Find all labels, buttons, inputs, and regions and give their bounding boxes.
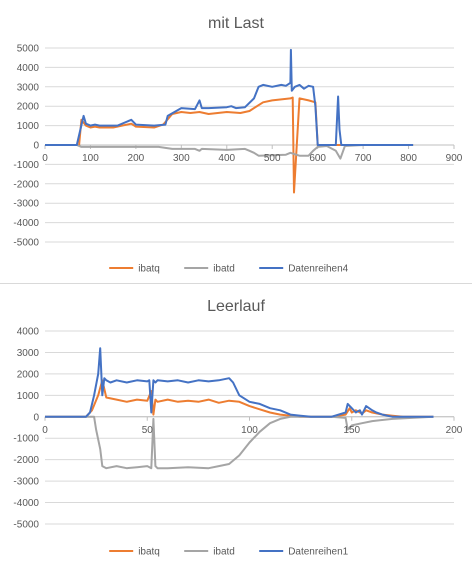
- y-tick-label: 1000: [17, 121, 40, 132]
- legend-label: ibatq: [138, 264, 160, 275]
- legend-label: ibatd: [213, 547, 235, 558]
- y-tick-label: -5000: [13, 520, 39, 531]
- x-tick-label: 800: [400, 153, 417, 164]
- series-line-ibatd: [45, 415, 434, 470]
- series-line-ibatq: [45, 96, 414, 194]
- y-tick-label: -4000: [13, 498, 39, 509]
- legend-item: ibatd: [184, 264, 235, 275]
- y-tick-label: 2000: [17, 369, 40, 380]
- legend-item: ibatq: [109, 547, 160, 558]
- y-tick-label: -3000: [13, 199, 39, 210]
- chart-mit-last: mit Last 500040003000200010000-1000-2000…: [13, 15, 462, 275]
- x-tick-label: 100: [82, 153, 99, 164]
- series-layer: [45, 48, 414, 194]
- y-tick-label: -4000: [13, 218, 39, 229]
- grid-lines: [44, 330, 455, 525]
- x-tick-label: 0: [42, 425, 48, 436]
- x-tick-labels: 0 50 100 150 200: [42, 425, 463, 436]
- y-tick-label: 1000: [17, 391, 40, 402]
- y-tick-label: -3000: [13, 477, 39, 488]
- legend: ibatq ibatd Datenreihen4: [109, 264, 349, 275]
- legend-label: ibatd: [213, 264, 235, 275]
- x-tick-label: 300: [173, 153, 190, 164]
- legend-item: ibatq: [109, 264, 160, 275]
- y-tick-label: 0: [33, 412, 39, 423]
- x-tick-label: 900: [446, 153, 463, 164]
- legend-label: Datenreihen1: [288, 547, 348, 558]
- x-tick-label: 200: [128, 153, 145, 164]
- y-tick-label: 0: [33, 141, 39, 152]
- series-line-ibatd: [45, 144, 414, 160]
- x-tick-labels: 0 100 200 300 400 500 600 700 800 900: [42, 153, 463, 164]
- x-tick-label: 200: [446, 425, 463, 436]
- y-tick-label: -2000: [13, 179, 39, 190]
- x-tick-label: 0: [42, 153, 48, 164]
- x-tick-label: 150: [343, 425, 360, 436]
- y-tick-label: -1000: [13, 160, 39, 171]
- series-line-Datenreihen4: [45, 48, 414, 146]
- x-tick-label: 600: [309, 153, 326, 164]
- legend-item: Datenreihen1: [259, 547, 349, 558]
- x-tick-label: 100: [241, 425, 258, 436]
- y-tick-label: -5000: [13, 238, 39, 249]
- chart-title: mit Last: [208, 15, 265, 32]
- y-tick-labels: 5000 4000 3000 2000 1000 0 -1000 -2000 -3000 -400…: [13, 44, 39, 249]
- y-tick-label: -1000: [13, 434, 39, 445]
- chart-title: Leerlauf: [207, 298, 265, 315]
- series-line-Datenreihen1: [45, 347, 434, 418]
- chart-leerlauf: Leerlauf 40003000200010000-1000-2000-300…: [13, 298, 462, 558]
- y-tick-labels: 4000 3000 2000 1000 0 -1000 -2000 -3000 -4000 -50…: [13, 327, 39, 531]
- x-tick-label: 500: [264, 153, 281, 164]
- x-tick-label: 50: [142, 425, 154, 436]
- y-tick-label: 3000: [17, 82, 40, 93]
- legend-label: Datenreihen4: [288, 264, 348, 275]
- x-tick-label: 700: [355, 153, 372, 164]
- y-tick-label: 5000: [17, 44, 40, 55]
- y-tick-label: 4000: [17, 327, 40, 338]
- legend-item: ibatd: [184, 547, 235, 558]
- x-tick-label: 400: [218, 153, 235, 164]
- legend-label: ibatq: [138, 547, 160, 558]
- legend: ibatq ibatd Datenreihen1: [109, 547, 349, 558]
- y-tick-label: 4000: [17, 63, 40, 74]
- series-layer: [45, 347, 434, 470]
- y-tick-label: -2000: [13, 455, 39, 466]
- y-tick-label: 3000: [17, 348, 40, 359]
- y-tick-label: 2000: [17, 102, 40, 113]
- legend-item: Datenreihen4: [259, 264, 349, 275]
